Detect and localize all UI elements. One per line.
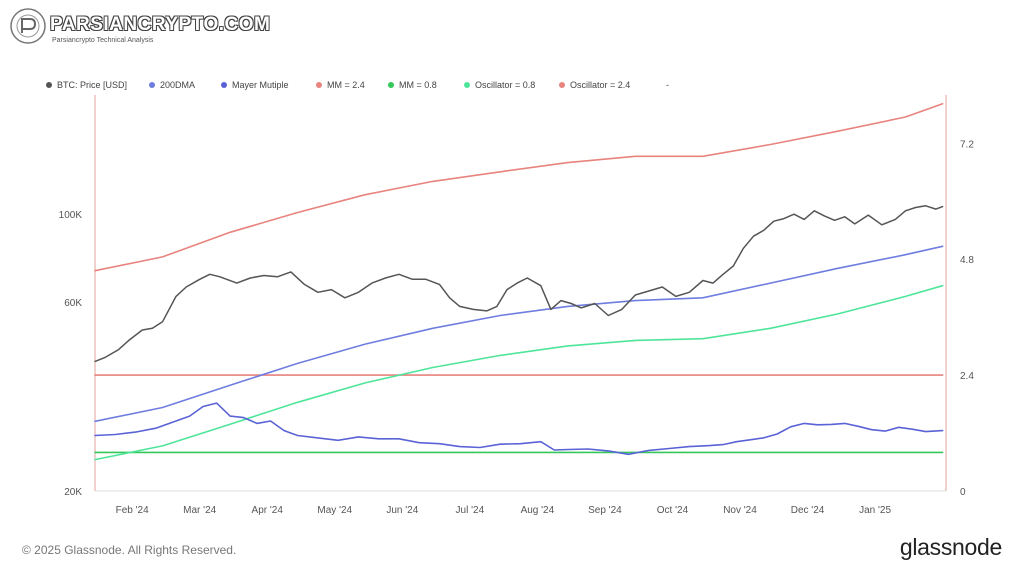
- x-tick-label: Jun '24: [386, 505, 418, 516]
- series-line-mayer-mutiple: [94, 402, 944, 456]
- legend-label: 200DMA: [160, 80, 196, 90]
- legend-item[interactable]: Mayer Mutiple: [221, 79, 289, 91]
- legend-label: Oscillator = 0.8: [475, 80, 536, 90]
- watermark-title: PARSIANCRYPTO.COM: [50, 14, 271, 35]
- legend-item[interactable]: Oscillator = 2.4: [559, 79, 630, 91]
- watermark-logo-icon: [10, 8, 46, 44]
- series-line-oscillator-2-4: [94, 103, 944, 272]
- y-right-tick-label: 7.2: [960, 139, 974, 150]
- x-tick-label: Nov '24: [723, 505, 757, 516]
- legend-dot-icon: [464, 81, 470, 88]
- watermark-subtitle: Parsiancrypto Technical Analysis: [52, 37, 154, 44]
- legend-label: Mayer Mutiple: [232, 80, 289, 90]
- y-right-tick-label: 4.8: [960, 255, 974, 266]
- legend-dot-icon: [559, 81, 565, 88]
- copyright-text: © 2025 Glassnode. All Rights Reserved.: [22, 543, 237, 557]
- legend-dot-icon: [316, 81, 322, 88]
- series-line-btc-price-usd: [94, 205, 944, 363]
- x-tick-label: Feb '24: [116, 505, 149, 516]
- legend-item[interactable]: 200DMA: [149, 79, 195, 91]
- x-tick-label: Sep '24: [588, 505, 622, 516]
- legend-label: BTC: Price [USD]: [57, 80, 128, 90]
- y-left-tick-label: 100K: [59, 210, 83, 221]
- legend-item[interactable]: BTC: Price [USD]: [46, 79, 127, 91]
- x-tick-label: Aug '24: [521, 505, 555, 516]
- x-tick-label: Oct '24: [657, 505, 689, 516]
- legend-item[interactable]: MM = 2.4: [316, 79, 365, 91]
- legend-dot-icon: [46, 81, 52, 88]
- legend-dot-icon: [221, 81, 227, 88]
- y-left-tick-label: 20K: [64, 487, 82, 498]
- legend-label: MM = 0.8: [399, 80, 437, 90]
- legend-item[interactable]: Oscillator = 0.8: [464, 79, 535, 91]
- x-tick-label: Mar '24: [183, 505, 216, 516]
- x-tick-label: May '24: [317, 505, 352, 516]
- x-tick-label: Apr '24: [252, 505, 284, 516]
- x-tick-label: Dec '24: [791, 505, 825, 516]
- y-right-tick-label: 2.4: [960, 371, 974, 382]
- legend-item[interactable]: MM = 0.8: [388, 79, 437, 91]
- y-left-tick-label: 60K: [64, 298, 82, 309]
- legend-dot-icon: [388, 81, 394, 88]
- series-line-200dma: [94, 245, 944, 423]
- brand-logo: glassnode: [899, 534, 1002, 560]
- legend-item[interactable]: -: [666, 79, 669, 91]
- y-right-tick-label: 0: [960, 487, 966, 498]
- legend-label: Oscillator = 2.4: [570, 80, 631, 90]
- x-tick-label: Jul '24: [456, 505, 485, 516]
- watermark: PARSIANCRYPTO.COM Parsiancrypto Technica…: [8, 6, 270, 50]
- legend-label: -: [666, 80, 669, 90]
- series-line-oscillator-0-8: [94, 284, 944, 461]
- legend-label: MM = 2.4: [327, 80, 365, 90]
- x-tick-label: Jan '25: [859, 505, 891, 516]
- legend-dot-icon: [149, 81, 155, 88]
